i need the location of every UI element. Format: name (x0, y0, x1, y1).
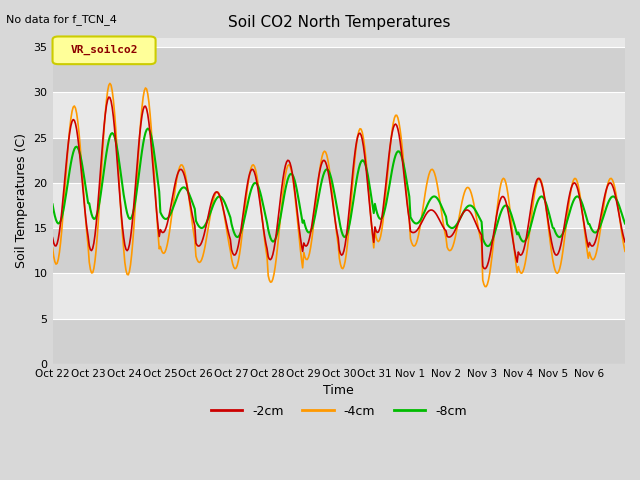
Legend: -2cm, -4cm, -8cm: -2cm, -4cm, -8cm (206, 400, 472, 422)
Bar (52, 47, 625, 92)
FancyBboxPatch shape (52, 36, 156, 64)
Bar (52, 138, 625, 183)
Bar (52, 183, 625, 228)
Y-axis label: Soil Temperatures (C): Soil Temperatures (C) (15, 133, 28, 268)
Bar (52, 273, 625, 319)
Text: No data for f_TCN_4: No data for f_TCN_4 (6, 14, 117, 25)
Bar (52, 228, 625, 273)
Bar (52, 319, 625, 364)
Bar (52, 92, 625, 138)
X-axis label: Time: Time (323, 384, 354, 397)
Title: Soil CO2 North Temperatures: Soil CO2 North Temperatures (228, 15, 450, 30)
Text: VR_soilco2: VR_soilco2 (70, 45, 138, 56)
